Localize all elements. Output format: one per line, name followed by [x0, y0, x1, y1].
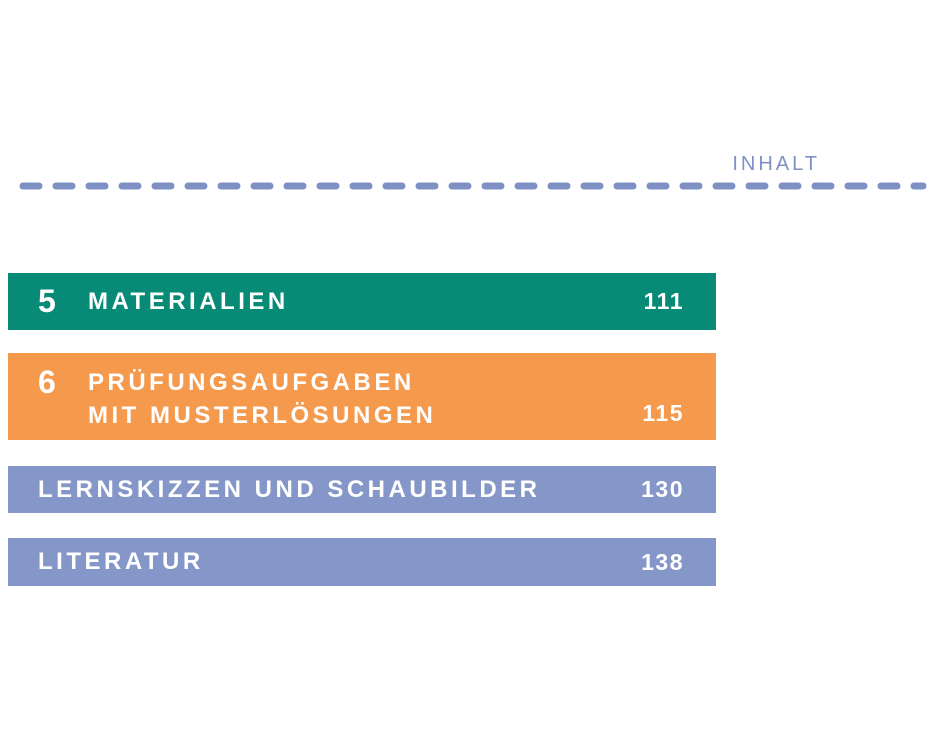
chapter-page-number: 115	[642, 400, 684, 426]
chapter-title-line-1: PRÜFUNGSAUFGABEN	[88, 369, 415, 396]
chapter-number: 5	[38, 283, 57, 319]
chapter-title: PRÜFUNGSAUFGABEN MIT MUSTERLÖSUNGEN	[88, 353, 436, 440]
chapter-page-number: 138	[641, 548, 684, 575]
toc-row-materialien: 5 MATERIALIEN 111	[8, 273, 716, 330]
toc-row-literatur: LITERATUR 138	[8, 538, 716, 586]
chapter-title: MATERIALIEN	[88, 287, 289, 315]
chapter-page-number: 130	[641, 476, 684, 502]
toc-row-lernskizzen: LERNSKIZZEN UND SCHAUBILDER 130	[8, 466, 716, 513]
toc-row-pruefungsaufgaben: 6 PRÜFUNGSAUFGABEN MIT MUSTERLÖSUNGEN 11…	[8, 353, 716, 440]
chapter-page-number: 111	[643, 288, 684, 314]
chapter-number: 6	[38, 364, 57, 400]
chapter-title: LERNSKIZZEN UND SCHAUBILDER	[38, 475, 541, 503]
chapter-title: LITERATUR	[38, 548, 204, 575]
dashed-divider-line	[19, 182, 927, 190]
chapter-title-line-2: MIT MUSTERLÖSUNGEN	[88, 402, 437, 429]
page-header-label: INHALT	[732, 153, 820, 175]
